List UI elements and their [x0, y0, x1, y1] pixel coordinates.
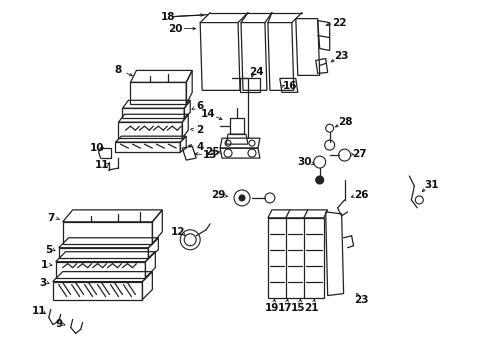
Text: 28: 28 [338, 117, 352, 127]
Text: 26: 26 [354, 190, 368, 200]
Text: 25: 25 [204, 147, 219, 157]
Text: 11: 11 [95, 160, 110, 170]
Text: 6: 6 [196, 101, 203, 111]
Text: 11: 11 [32, 306, 46, 316]
Text: 12: 12 [171, 227, 185, 237]
Text: 17: 17 [277, 302, 291, 312]
Text: 22: 22 [332, 18, 346, 28]
Text: 4: 4 [196, 142, 203, 152]
Text: 7: 7 [47, 213, 54, 223]
Text: 10: 10 [89, 143, 103, 153]
Text: 18: 18 [161, 12, 175, 22]
Circle shape [239, 195, 244, 201]
Text: 8: 8 [115, 66, 122, 76]
Text: 21: 21 [304, 302, 318, 312]
Text: 5: 5 [45, 245, 52, 255]
Text: 9: 9 [55, 319, 62, 329]
Text: 13: 13 [203, 150, 217, 160]
Text: 1: 1 [41, 260, 48, 270]
Text: 2: 2 [196, 125, 203, 135]
Text: 31: 31 [423, 180, 438, 190]
Text: 23: 23 [354, 294, 368, 305]
Text: 19: 19 [264, 302, 279, 312]
Text: 14: 14 [201, 109, 215, 119]
Text: 27: 27 [351, 149, 366, 159]
Text: 16: 16 [282, 81, 297, 91]
Text: 30: 30 [297, 157, 311, 167]
Text: 20: 20 [168, 24, 182, 33]
Text: 24: 24 [248, 67, 263, 77]
Text: 15: 15 [290, 302, 305, 312]
Text: 23: 23 [334, 51, 348, 62]
Circle shape [315, 176, 323, 184]
Text: 3: 3 [39, 278, 46, 288]
Text: 29: 29 [210, 190, 225, 200]
